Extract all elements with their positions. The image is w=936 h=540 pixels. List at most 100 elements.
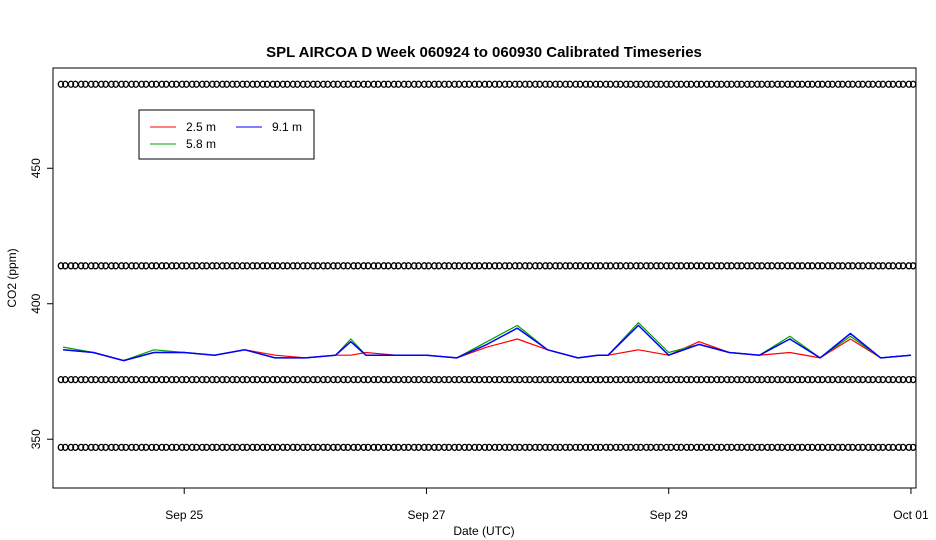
- calibration-marker: [421, 375, 428, 384]
- calibration-marker: [178, 443, 186, 452]
- calibration-marker: [683, 262, 690, 270]
- calibration-marker: [511, 262, 519, 270]
- calibration-marker: [905, 80, 913, 88]
- calibration-marker: [168, 375, 176, 384]
- calibration-marker: [532, 80, 539, 88]
- calibration-marker: [148, 375, 155, 384]
- calibration-marker: [370, 262, 378, 270]
- calibration-marker: [663, 262, 670, 270]
- calibration-marker: [309, 443, 317, 452]
- calibration-marker: [108, 262, 115, 270]
- calibration-marker: [582, 375, 590, 384]
- calibration-marker: [350, 262, 357, 270]
- calibration-marker: [269, 375, 277, 384]
- calibration-marker: [501, 262, 509, 270]
- calibration-marker: [521, 262, 529, 270]
- calibration-marker: [431, 80, 438, 88]
- calibration-marker: [764, 375, 771, 384]
- calibration-marker: [370, 80, 378, 88]
- calibration-marker: [602, 262, 610, 270]
- calibration-marker: [622, 375, 630, 384]
- calibration-marker: [693, 262, 701, 270]
- calibration-marker: [279, 262, 287, 270]
- calibration-marker: [653, 80, 660, 88]
- calibration-marker: [834, 262, 842, 270]
- calibration-marker: [360, 443, 367, 452]
- calibration-marker: [320, 80, 327, 88]
- calibration-marker: [552, 262, 559, 270]
- calibration-marker: [612, 262, 620, 270]
- legend-label-9-1m: 9.1 m: [272, 120, 302, 134]
- calibration-marker: [855, 443, 862, 452]
- calibration-marker: [814, 80, 822, 88]
- calibration-marker: [98, 443, 105, 452]
- calibration-marker: [148, 262, 155, 270]
- calibration-marker: [380, 443, 388, 452]
- calibration-marker: [804, 443, 812, 452]
- calibration-marker: [683, 443, 690, 452]
- calibration-marker: [148, 80, 155, 88]
- calibration-marker: [309, 80, 317, 88]
- calibration-marker: [77, 443, 85, 452]
- calibration-marker: [653, 262, 660, 270]
- calibration-marker: [340, 375, 347, 384]
- series-line-9-1-m: [63, 324, 912, 362]
- calibration-marker: [198, 375, 206, 384]
- calibration-marker: [249, 375, 256, 384]
- calibration-marker: [713, 443, 721, 452]
- calibration-marker: [451, 375, 458, 384]
- calibration-marker: [774, 80, 781, 88]
- calibration-marker: [612, 375, 620, 384]
- calibration-marker: [895, 262, 902, 270]
- calibration-marker: [249, 80, 256, 88]
- calibration-marker: [451, 80, 458, 88]
- calibration-marker: [87, 375, 95, 384]
- calibration-marker: [794, 443, 801, 452]
- calibration-marker: [158, 262, 166, 270]
- calibration-marker: [178, 375, 186, 384]
- calibration-marker: [713, 80, 721, 88]
- calibration-marker: [239, 262, 246, 270]
- y-tick-label: 400: [29, 293, 43, 313]
- calibration-marker: [299, 262, 307, 270]
- calibration-marker: [895, 375, 902, 384]
- calibration-marker: [118, 262, 125, 270]
- calibration-marker: [178, 80, 186, 88]
- calibration-marker: [320, 443, 327, 452]
- calibration-marker: [188, 80, 196, 88]
- calibration-marker: [461, 443, 468, 452]
- calibration-marker: [663, 375, 670, 384]
- calibration-marker: [663, 443, 670, 452]
- calibration-marker: [138, 80, 145, 88]
- calibration-marker: [188, 443, 196, 452]
- calibration-marker: [441, 80, 448, 88]
- calibration-marker: [309, 375, 317, 384]
- calibration-marker: [441, 375, 448, 384]
- calibration-marker: [562, 443, 569, 452]
- calibration-marker: [693, 443, 701, 452]
- calibration-marker: [259, 262, 267, 270]
- calibration-marker: [229, 375, 236, 384]
- calibration-marker: [289, 80, 297, 88]
- calibration-marker: [905, 262, 913, 270]
- calibration-marker: [865, 375, 872, 384]
- calibration-marker: [703, 375, 711, 384]
- calibration-marker: [572, 443, 579, 452]
- calibration-marker: [521, 443, 529, 452]
- calibration-marker: [118, 375, 125, 384]
- calibration-marker: [501, 443, 509, 452]
- calibration-marker: [834, 375, 842, 384]
- calibration-marker: [895, 80, 902, 88]
- calibration-marker: [865, 443, 872, 452]
- calibration-marker: [804, 80, 812, 88]
- calibration-marker: [794, 80, 801, 88]
- calibration-marker: [481, 443, 489, 452]
- calibration-marker: [764, 80, 771, 88]
- calibration-marker: [360, 262, 367, 270]
- calibration-marker: [158, 375, 166, 384]
- calibration-marker: [451, 262, 458, 270]
- calibration-marker: [390, 262, 398, 270]
- calibration-marker: [834, 443, 842, 452]
- calibration-marker: [481, 80, 489, 88]
- calibration-marker: [269, 80, 277, 88]
